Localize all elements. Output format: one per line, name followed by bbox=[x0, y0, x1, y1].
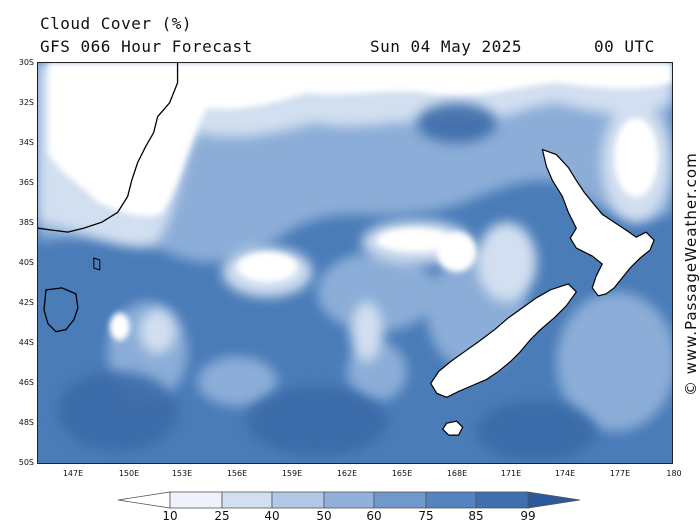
new-zealand-north-island bbox=[541, 148, 655, 297]
tasmania bbox=[43, 287, 79, 333]
colorbar-label: 99 bbox=[520, 509, 536, 523]
stewart-island bbox=[441, 420, 464, 436]
colorbar-label: 10 bbox=[162, 509, 178, 523]
colorbar-segment bbox=[169, 491, 223, 509]
lat-label: 40S bbox=[18, 258, 34, 267]
colorbar-label: 40 bbox=[264, 509, 280, 523]
lat-label: 32S bbox=[18, 98, 34, 107]
colorbar-segment bbox=[373, 491, 427, 509]
lat-label: 42S bbox=[18, 298, 34, 307]
lat-label: 30S bbox=[18, 58, 34, 67]
lat-label: 38S bbox=[18, 218, 34, 227]
king-island bbox=[93, 257, 101, 271]
cloud-layer-white bbox=[47, 63, 672, 341]
lon-label: 165E bbox=[391, 469, 413, 478]
colorbar bbox=[118, 491, 581, 509]
colorbar-label: 75 bbox=[418, 509, 434, 523]
lat-label: 36S bbox=[18, 178, 34, 187]
lat-label: 50S bbox=[18, 458, 34, 467]
lat-label: 48S bbox=[18, 418, 34, 427]
lon-label: 168E bbox=[446, 469, 468, 478]
lon-label: 180 bbox=[666, 469, 682, 478]
lon-label: 174E bbox=[554, 469, 576, 478]
map-title: Cloud Cover (%) bbox=[40, 14, 192, 33]
lon-label: 147E bbox=[62, 469, 84, 478]
lon-label: 150E bbox=[118, 469, 140, 478]
cloud-layer-dark bbox=[57, 102, 597, 462]
lon-label: 159E bbox=[281, 469, 303, 478]
lat-label: 44S bbox=[18, 338, 34, 347]
colorbar-segment bbox=[323, 491, 375, 509]
lon-label: 162E bbox=[336, 469, 358, 478]
colorbar-label: 50 bbox=[316, 509, 332, 523]
colorbar-label: 25 bbox=[214, 509, 230, 523]
lat-label: 34S bbox=[18, 138, 34, 147]
colorbar-low-arrow bbox=[118, 491, 171, 509]
lon-label: 153E bbox=[171, 469, 193, 478]
colorbar-label: 60 bbox=[366, 509, 382, 523]
colorbar-segment bbox=[425, 491, 477, 509]
new-zealand-south-island bbox=[430, 283, 578, 398]
lon-label: 156E bbox=[226, 469, 248, 478]
colorbar-high-arrow bbox=[527, 491, 581, 509]
cloud-cover-map bbox=[37, 62, 673, 464]
lat-label: 46S bbox=[18, 378, 34, 387]
map-subtitle: GFS 066 Hour Forecast bbox=[40, 37, 253, 56]
lon-label: 177E bbox=[609, 469, 631, 478]
credit-text: © www.PassageWeather.com bbox=[682, 152, 700, 396]
lon-label: 171E bbox=[500, 469, 522, 478]
forecast-date: Sun 04 May 2025 bbox=[370, 37, 522, 56]
colorbar-segment bbox=[221, 491, 273, 509]
colorbar-segment bbox=[475, 491, 529, 509]
colorbar-segment bbox=[271, 491, 325, 509]
forecast-time: 00 UTC bbox=[594, 37, 655, 56]
australia-coastline bbox=[38, 63, 179, 233]
colorbar-label: 85 bbox=[468, 509, 484, 523]
